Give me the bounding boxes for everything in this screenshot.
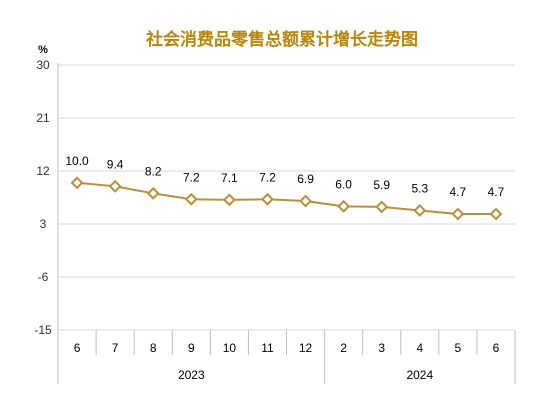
- data-label: 4.7: [450, 185, 467, 199]
- markers: [70, 176, 503, 221]
- data-label: 7.2: [259, 170, 276, 184]
- series-line: [76, 181, 496, 215]
- y-tick-label: 30: [36, 58, 50, 72]
- data-label: 9.4: [107, 157, 124, 171]
- data-point-marker: [489, 207, 503, 221]
- data-label: 7.1: [221, 171, 238, 185]
- data-point-marker: [451, 207, 465, 221]
- data-label: 6.9: [297, 172, 314, 186]
- data-label: 7.2: [183, 170, 200, 184]
- x-tick-label: 10: [223, 341, 237, 355]
- data-label: 8.2: [145, 164, 162, 178]
- x-tick-label: 4: [416, 341, 423, 355]
- x-tick-label: 6: [74, 341, 81, 355]
- axes: [57, 63, 516, 384]
- data-point-marker: [146, 186, 160, 200]
- chart-title: 社会消费品零售总额累计增长走势图: [145, 29, 418, 50]
- y-tick-label: -15: [34, 323, 52, 337]
- data-label: 5.3: [411, 181, 428, 195]
- y-tick-label: -6: [38, 270, 49, 284]
- data-label: 10.0: [65, 154, 89, 168]
- data-point-marker: [184, 192, 198, 206]
- x-tick-label: 12: [299, 341, 313, 355]
- x-tick-label: 11: [261, 341, 274, 355]
- x-tick-label: 7: [112, 341, 119, 355]
- data-point-marker: [108, 179, 122, 193]
- x-tick-label: 6: [493, 341, 500, 355]
- y-tick-label: 12: [36, 164, 50, 178]
- data-point-marker: [299, 194, 312, 208]
- data-labels: 10.0 9.4 8.2 7.2 7.1 7.2 6.9 6.0 5.9 5.3 4.7 4.7: [65, 154, 504, 199]
- y-tick-labels: 30 21 12 3 -6 -15: [34, 58, 52, 337]
- gridlines: [58, 64, 515, 331]
- data-point-marker: [337, 199, 351, 213]
- data-point-marker: [375, 200, 389, 214]
- y-tick-label: 3: [40, 217, 47, 231]
- x-tick-label: 8: [150, 341, 157, 355]
- year-group-label: 2024: [406, 368, 433, 382]
- x-tick-label: 3: [378, 341, 385, 355]
- x-tick-label: 5: [455, 341, 462, 355]
- x-tick-labels: 6 7 8 9 10 11 12 2 3 4 5 6: [74, 341, 500, 355]
- data-point-marker: [70, 176, 84, 190]
- x-tick-label: 2: [340, 341, 347, 355]
- series: [76, 181, 496, 215]
- data-point-marker: [261, 192, 274, 206]
- data-label: 4.7: [488, 185, 505, 199]
- data-point-marker: [222, 193, 236, 207]
- data-label: 6.0: [335, 177, 352, 191]
- x-tick-label: 9: [188, 341, 195, 355]
- y-axis-unit: %: [38, 44, 48, 56]
- year-group-labels: 2023 2024: [178, 368, 434, 382]
- year-group-label: 2023: [178, 368, 205, 382]
- data-label: 5.9: [373, 178, 390, 192]
- y-tick-label: 21: [36, 111, 50, 125]
- data-point-marker: [413, 204, 427, 217]
